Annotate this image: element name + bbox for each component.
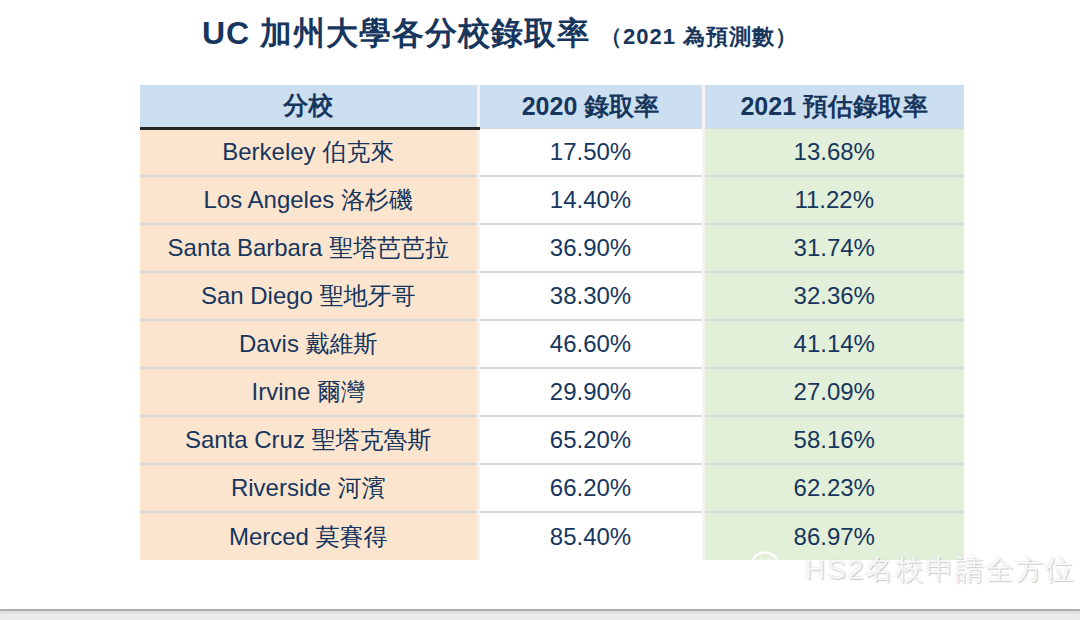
table-row: Riverside 河濱66.20%62.23% xyxy=(140,464,964,512)
table-row: Berkeley 伯克來17.50%13.68% xyxy=(140,128,964,176)
slide-bottom-edge xyxy=(0,609,1080,620)
campus-cell: Santa Barbara 聖塔芭芭拉 xyxy=(140,224,478,272)
rate-2020-cell: 29.90% xyxy=(478,368,703,416)
rate-2020-cell: 36.90% xyxy=(478,224,703,272)
table-row: Irvine 爾灣29.90%27.09% xyxy=(140,368,964,416)
table-body: Berkeley 伯克來17.50%13.68%Los Angeles 洛杉磯1… xyxy=(140,128,964,560)
rate-2021-cell: 32.36% xyxy=(703,272,964,320)
campus-cell: Riverside 河濱 xyxy=(140,464,478,512)
campus-cell: Merced 莫賽得 xyxy=(140,512,478,560)
table-row: Davis 戴維斯46.60%41.14% xyxy=(140,320,964,368)
column-header-rate-2020: 2020 錄取率 xyxy=(478,85,703,128)
admissions-table-container: 分校 2020 錄取率 2021 預估錄取率 Berkeley 伯克來17.50… xyxy=(140,85,964,560)
rate-2021-cell: 13.68% xyxy=(703,128,964,176)
column-header-rate-2021: 2021 預估錄取率 xyxy=(703,85,964,128)
rate-2021-cell: 27.09% xyxy=(703,368,964,416)
rate-2021-cell: 31.74% xyxy=(703,224,964,272)
table-header-row: 分校 2020 錄取率 2021 預估錄取率 xyxy=(140,85,964,128)
table-row: Santa Barbara 聖塔芭芭拉36.90%31.74% xyxy=(140,224,964,272)
campus-cell: Los Angeles 洛杉磯 xyxy=(140,176,478,224)
rate-2020-cell: 17.50% xyxy=(478,128,703,176)
rate-2020-cell: 65.20% xyxy=(478,416,703,464)
page-title: UC 加州大學各分校錄取率 （2021 為預測數） xyxy=(0,12,1000,56)
rate-2021-cell: 41.14% xyxy=(703,320,964,368)
table-row: Santa Cruz 聖塔克魯斯65.20%58.16% xyxy=(140,416,964,464)
rate-2020-cell: 85.40% xyxy=(478,512,703,560)
campus-cell: Santa Cruz 聖塔克魯斯 xyxy=(140,416,478,464)
table-row: Los Angeles 洛杉磯14.40%11.22% xyxy=(140,176,964,224)
admissions-table: 分校 2020 錄取率 2021 預估錄取率 Berkeley 伯克來17.50… xyxy=(140,85,964,560)
rate-2021-cell: 58.16% xyxy=(703,416,964,464)
campus-cell: Berkeley 伯克來 xyxy=(140,128,478,176)
rate-2020-cell: 46.60% xyxy=(478,320,703,368)
rate-2021-cell: 86.97% xyxy=(703,512,964,560)
rate-2020-cell: 14.40% xyxy=(478,176,703,224)
campus-cell: San Diego 聖地牙哥 xyxy=(140,272,478,320)
rate-2021-cell: 11.22% xyxy=(703,176,964,224)
campus-cell: Irvine 爾灣 xyxy=(140,368,478,416)
page-title-sub: （2021 為預測數） xyxy=(600,24,798,49)
rate-2020-cell: 66.20% xyxy=(478,464,703,512)
column-header-campus: 分校 xyxy=(140,85,478,128)
table-row: Merced 莫賽得85.40%86.97% xyxy=(140,512,964,560)
rate-2020-cell: 38.30% xyxy=(478,272,703,320)
page-title-main: UC 加州大學各分校錄取率 xyxy=(202,15,590,51)
campus-cell: Davis 戴維斯 xyxy=(140,320,478,368)
rate-2021-cell: 62.23% xyxy=(703,464,964,512)
page: UC 加州大學各分校錄取率 （2021 為預測數） 分校 2020 錄取率 202… xyxy=(0,0,1080,620)
table-row: San Diego 聖地牙哥38.30%32.36% xyxy=(140,272,964,320)
